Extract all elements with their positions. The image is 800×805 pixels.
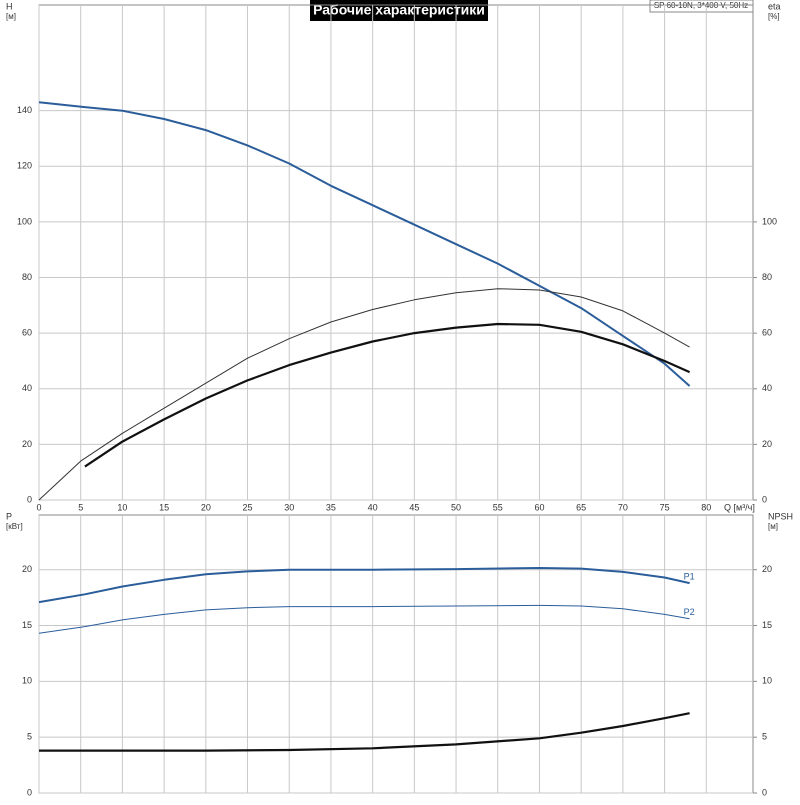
- curve: [38, 604, 690, 634]
- y-tick-label: 40: [22, 383, 32, 393]
- y2-tick-label: 5: [762, 732, 767, 742]
- x-tick-label: 50: [451, 502, 461, 512]
- series-label: P2: [684, 607, 695, 617]
- y2-tick-label: 20: [762, 439, 772, 449]
- y-tick-label: 100: [17, 216, 32, 226]
- y2-tick-label: 60: [762, 328, 772, 338]
- y-axis-label: P: [6, 511, 12, 521]
- x-tick-label: 40: [368, 502, 378, 512]
- y-axis-label: H: [6, 1, 13, 11]
- curve: [84, 322, 691, 468]
- x-tick-label: 75: [660, 502, 670, 512]
- y-tick-label: 120: [17, 161, 32, 171]
- x-tick-label: 5: [78, 502, 83, 512]
- y2-tick-label: 10: [762, 676, 772, 686]
- x-tick-label: 65: [576, 502, 586, 512]
- x-tick-label: 10: [117, 502, 127, 512]
- y-tick-label: 0: [27, 787, 32, 797]
- y-tick-label: 5: [27, 732, 32, 742]
- y-tick-label: 140: [17, 105, 32, 115]
- x-axis-label: Q [м³/ч]: [724, 502, 755, 512]
- x-tick-label: 25: [243, 502, 253, 512]
- y-tick-label: 15: [22, 620, 32, 630]
- x-tick-label: 70: [618, 502, 628, 512]
- y2-tick-label: 40: [762, 383, 772, 393]
- y-axis-unit: [кВт]: [6, 522, 23, 531]
- curve: [39, 712, 690, 752]
- y-tick-label: 10: [22, 676, 32, 686]
- chart-title: Рабочие характеристики: [313, 2, 485, 18]
- y-tick-label: 80: [22, 272, 32, 282]
- x-tick-label: 35: [326, 502, 336, 512]
- y-tick-label: 20: [22, 439, 32, 449]
- y2-axis-label: eta: [768, 1, 781, 11]
- x-tick-label: 0: [36, 502, 41, 512]
- curve: [38, 567, 690, 604]
- y-tick-label: 0: [27, 494, 32, 504]
- y2-tick-label: 0: [762, 494, 767, 504]
- x-tick-label: 30: [284, 502, 294, 512]
- y2-tick-label: 0: [762, 787, 767, 797]
- x-tick-label: 45: [409, 502, 419, 512]
- x-tick-label: 55: [493, 502, 503, 512]
- y2-tick-label: 20: [762, 564, 772, 574]
- x-tick-label: 20: [201, 502, 211, 512]
- y-tick-label: 20: [22, 564, 32, 574]
- curve: [38, 288, 690, 501]
- y2-tick-label: 80: [762, 272, 772, 282]
- y-axis-unit: [м]: [6, 12, 16, 21]
- y2-axis-unit: [%]: [768, 12, 780, 21]
- y2-axis-unit: [м]: [768, 522, 778, 531]
- series-label: P1: [684, 571, 695, 581]
- x-tick-label: 15: [159, 502, 169, 512]
- subtitle: SP 60-10N, 3*400 V, 50Hz: [654, 1, 748, 10]
- y2-tick-label: 100: [762, 216, 777, 226]
- curve: [38, 101, 691, 387]
- y2-axis-label: NPSH: [768, 511, 793, 521]
- y2-tick-label: 15: [762, 620, 772, 630]
- y-tick-label: 60: [22, 328, 32, 338]
- x-tick-label: 60: [534, 502, 544, 512]
- x-tick-label: 80: [701, 502, 711, 512]
